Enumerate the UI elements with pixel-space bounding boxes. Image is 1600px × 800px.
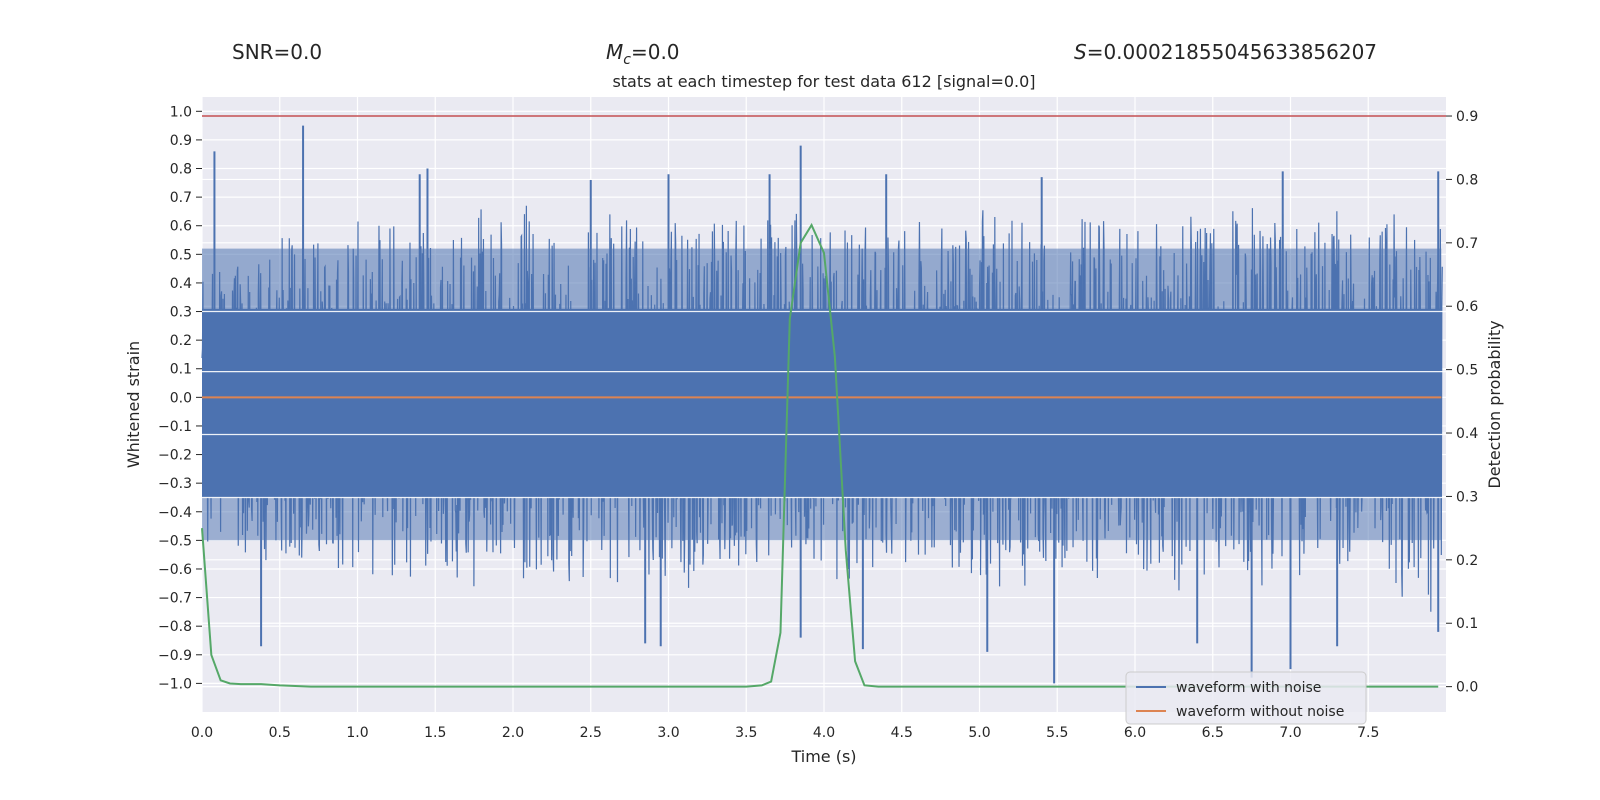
y-tick-label: 0.6 [170,219,192,235]
y-tick-label: 0.8 [170,162,192,178]
y-axis-label: Whitened strain [124,341,143,468]
s-statistic-label: S=0.00021855045633856207 [1074,40,1377,64]
series-detection-probability [201,222,1439,688]
noise-upper-band [202,248,1442,309]
y-tick-label: −0.7 [158,591,192,607]
noise-lower-band [202,497,1442,541]
x-tick-label: 2.0 [502,725,524,741]
series-layer [201,115,1446,688]
x-tick-label: 5.0 [968,725,990,741]
x-tick-label: 2.5 [580,725,602,741]
legend: waveform with noise waveform without nois… [1125,671,1367,725]
x-tick-label: 1.0 [346,725,368,741]
chirp-mass-label: Mc=0.0 [606,40,680,68]
y2-tick-label: 0.2 [1456,553,1478,569]
mc-subscript: c [623,52,631,68]
y-tick-label: 0.9 [170,133,192,149]
snr-label: SNR=0.0 [232,40,323,64]
x-axis-label: Time (s) [790,747,856,766]
x-tick-label: 3.5 [735,725,757,741]
ticks: 0.0 0.5 1.0 1.5 2.0 2.5 3.0 3.5 4.0 4.5 5.0 5.5 6.0 6… [158,104,1478,741]
y-tick-label: −0.5 [158,533,192,549]
legend-box [1125,671,1367,725]
y2-tick-label: 0.9 [1456,109,1478,125]
x-tick-label: 7.0 [1279,725,1301,741]
y-tick-label: 1.0 [170,104,192,120]
y2-tick-label: 0.3 [1456,489,1478,505]
y2-tick-label: 0.8 [1456,172,1478,188]
y-tick-label: −0.3 [158,476,192,492]
y-tick-label: −0.1 [158,419,192,435]
x-tick-label: 0.0 [191,725,213,741]
mc-value: =0.0 [630,40,680,64]
y2-tick-label: 0.4 [1456,426,1478,442]
y-tick-label: 0.2 [170,333,192,349]
legend-label: waveform without noise [1176,704,1344,720]
y-tick-label: 0.3 [170,305,192,321]
chart-title: stats at each timestep for test data 612… [612,72,1035,91]
s-value: =0.00021855045633856207 [1086,40,1378,64]
x-tick-label: 7.5 [1357,725,1379,741]
y-tick-label: 0.4 [170,276,192,292]
mc-symbol: M [606,40,624,64]
y-tick-label: −0.9 [158,648,192,664]
y-tick-label: 0.0 [170,390,192,406]
x-tick-label: 5.5 [1046,725,1068,741]
y-tick-label: −0.6 [158,562,192,578]
y2-tick-label: 0.1 [1456,616,1478,632]
y-tick-label: 0.5 [170,247,192,263]
series-waveform-with-noise [201,125,1446,684]
y2-tick-label: 0.7 [1456,236,1478,252]
y-tick-label: −1.0 [158,676,192,692]
x-tick-label: 0.5 [269,725,291,741]
x-tick-label: 3.0 [657,725,679,741]
x-tick-label: 6.5 [1202,725,1224,741]
noise-core-band [202,308,1442,498]
x-tick-label: 4.0 [813,725,835,741]
y-tick-label: 0.1 [170,362,192,378]
x-tick-label: 1.5 [424,725,446,741]
y-tick-label: −0.8 [158,619,192,635]
y2-tick-label: 0.0 [1456,680,1478,696]
y2-tick-label: 0.6 [1456,299,1478,315]
y2-tick-label: 0.5 [1456,363,1478,379]
y2-axis-label: Detection probability [1485,320,1504,488]
x-tick-label: 4.5 [891,725,913,741]
y-tick-label: 0.7 [170,190,192,206]
s-symbol: S [1074,40,1087,64]
y-tick-label: −0.2 [158,448,192,464]
legend-label: waveform with noise [1176,680,1321,696]
y-tick-label: −0.4 [158,505,192,521]
x-tick-label: 6.0 [1124,725,1146,741]
